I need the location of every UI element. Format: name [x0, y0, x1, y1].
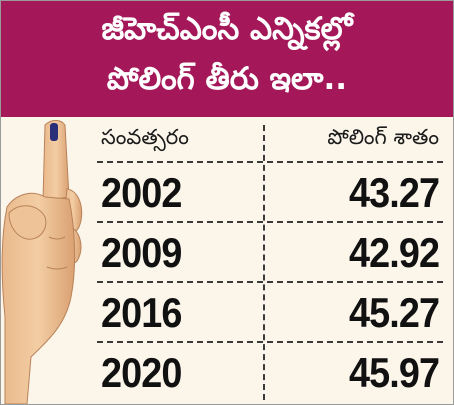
column-header-percentage: పోలింగ్ శాతం: [327, 125, 439, 149]
column-divider: [263, 125, 265, 400]
headline-line-1: జీహెచ్ఎంసీ ఎన్నికల్లో: [101, 11, 353, 47]
table-row: 2016 45.27: [97, 287, 443, 339]
percentage-cell: 45.27: [348, 289, 440, 336]
table-row: 2009 42.92: [97, 227, 443, 279]
row-divider: [97, 281, 443, 283]
table-row: 2020 45.97: [97, 347, 443, 399]
year-cell: 2020: [101, 349, 182, 396]
table-row: 2002 43.27: [97, 167, 443, 219]
percentage-cell: 43.27: [348, 169, 440, 216]
row-divider: [97, 341, 443, 343]
hand-with-inked-finger-icon: [1, 120, 83, 404]
polling-table: సంవత్సరం పోలింగ్ శాతం 2002 43.27 2009 42…: [1, 117, 453, 404]
row-divider: [97, 161, 443, 163]
year-cell: 2016: [101, 289, 182, 336]
percentage-cell: 45.97: [348, 349, 440, 396]
percentage-cell: 42.92: [348, 229, 440, 276]
year-cell: 2002: [101, 169, 182, 216]
header-banner: జీహెచ్ఎంసీ ఎన్నికల్లో పోలింగ్ తీరు ఇలా..: [1, 1, 453, 117]
headline-line-2: పోలింగ్ తీరు ఇలా..: [106, 61, 348, 97]
row-divider: [97, 221, 443, 223]
year-cell: 2009: [101, 229, 182, 276]
column-header-year: సంవత్సరం: [101, 125, 189, 149]
